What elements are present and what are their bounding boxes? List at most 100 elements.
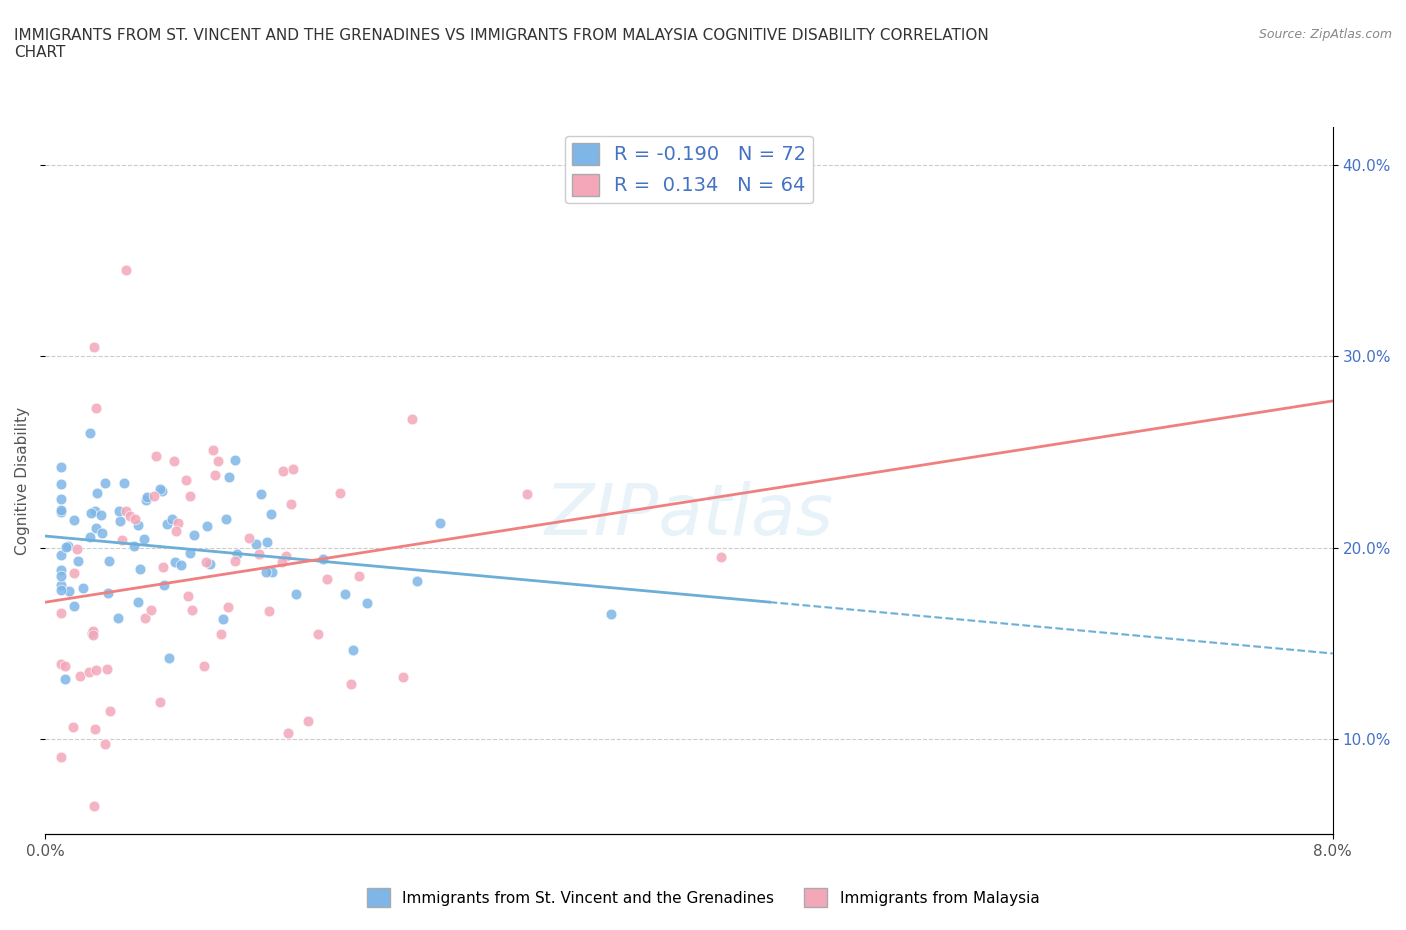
Point xyxy=(156,517,179,532)
Point xyxy=(166,524,188,538)
Point xyxy=(55,539,77,554)
Point xyxy=(132,531,155,546)
Point xyxy=(83,339,105,354)
Point xyxy=(79,529,101,544)
Point xyxy=(79,426,101,441)
Point xyxy=(152,578,174,592)
Point xyxy=(259,506,281,521)
Point xyxy=(63,598,86,613)
Point xyxy=(83,722,105,737)
Point xyxy=(284,587,307,602)
Point xyxy=(51,583,73,598)
Point xyxy=(277,725,299,740)
Point xyxy=(77,665,100,680)
Point xyxy=(86,401,108,416)
Point xyxy=(135,493,157,508)
Point xyxy=(179,545,201,560)
Point xyxy=(271,463,294,478)
Point xyxy=(315,572,337,587)
Text: Source: ZipAtlas.com: Source: ZipAtlas.com xyxy=(1258,28,1392,41)
Point xyxy=(238,531,260,546)
Point xyxy=(82,625,104,640)
Point xyxy=(160,512,183,526)
Point xyxy=(72,580,94,595)
Point xyxy=(347,568,370,583)
Point xyxy=(134,610,156,625)
Point xyxy=(204,467,226,482)
Point xyxy=(51,502,73,517)
Point xyxy=(283,462,305,477)
Point xyxy=(256,534,278,549)
Point xyxy=(136,490,159,505)
Point xyxy=(139,603,162,618)
Point xyxy=(209,627,232,642)
Point xyxy=(51,504,73,519)
Point xyxy=(62,720,84,735)
Point xyxy=(194,555,217,570)
Point xyxy=(98,704,121,719)
Point xyxy=(183,527,205,542)
Point xyxy=(311,551,333,566)
Point xyxy=(250,486,273,501)
Point xyxy=(207,454,229,469)
Point xyxy=(280,497,302,512)
Point xyxy=(51,476,73,491)
Point xyxy=(274,549,297,564)
Point xyxy=(254,565,277,580)
Point xyxy=(262,565,284,579)
Point xyxy=(98,553,121,568)
Point xyxy=(181,603,204,618)
Point xyxy=(82,628,104,643)
Point xyxy=(53,658,76,673)
Point xyxy=(157,650,180,665)
Point xyxy=(224,453,246,468)
Point xyxy=(247,546,270,561)
Point xyxy=(174,472,197,487)
Point xyxy=(193,658,215,673)
Point xyxy=(391,670,413,684)
Point xyxy=(51,491,73,506)
Point xyxy=(149,695,172,710)
Point xyxy=(62,565,84,580)
Point xyxy=(225,547,247,562)
Point xyxy=(152,484,174,498)
Point xyxy=(83,503,105,518)
Point xyxy=(195,518,218,533)
Text: IMMIGRANTS FROM ST. VINCENT AND THE GRENADINES VS IMMIGRANTS FROM MALAYSIA COGNI: IMMIGRANTS FROM ST. VINCENT AND THE GREN… xyxy=(14,28,988,60)
Point xyxy=(69,669,91,684)
Point xyxy=(329,485,352,500)
Point xyxy=(212,611,235,626)
Point xyxy=(297,713,319,728)
Point xyxy=(127,594,149,609)
Text: ZIPatlas: ZIPatlas xyxy=(544,482,834,551)
Point xyxy=(340,677,363,692)
Point xyxy=(257,604,280,618)
Point xyxy=(169,558,191,573)
Y-axis label: Cognitive Disability: Cognitive Disability xyxy=(15,406,30,554)
Point xyxy=(127,517,149,532)
Point xyxy=(58,538,80,553)
Point xyxy=(86,485,108,500)
Point xyxy=(115,503,138,518)
Point xyxy=(84,521,107,536)
Point xyxy=(51,578,73,592)
Point xyxy=(107,611,129,626)
Point xyxy=(51,657,73,671)
Point xyxy=(429,515,451,530)
Point xyxy=(307,627,329,642)
Point xyxy=(51,750,73,764)
Point xyxy=(51,568,73,583)
Point xyxy=(218,470,240,485)
Point xyxy=(342,643,364,658)
Point xyxy=(406,573,429,588)
Point xyxy=(122,539,145,554)
Point xyxy=(66,541,89,556)
Point xyxy=(356,595,378,610)
Point xyxy=(118,509,141,524)
Point xyxy=(107,503,129,518)
Point xyxy=(215,512,238,526)
Point xyxy=(84,662,107,677)
Point xyxy=(201,442,224,457)
Point xyxy=(62,512,84,527)
Point xyxy=(58,583,80,598)
